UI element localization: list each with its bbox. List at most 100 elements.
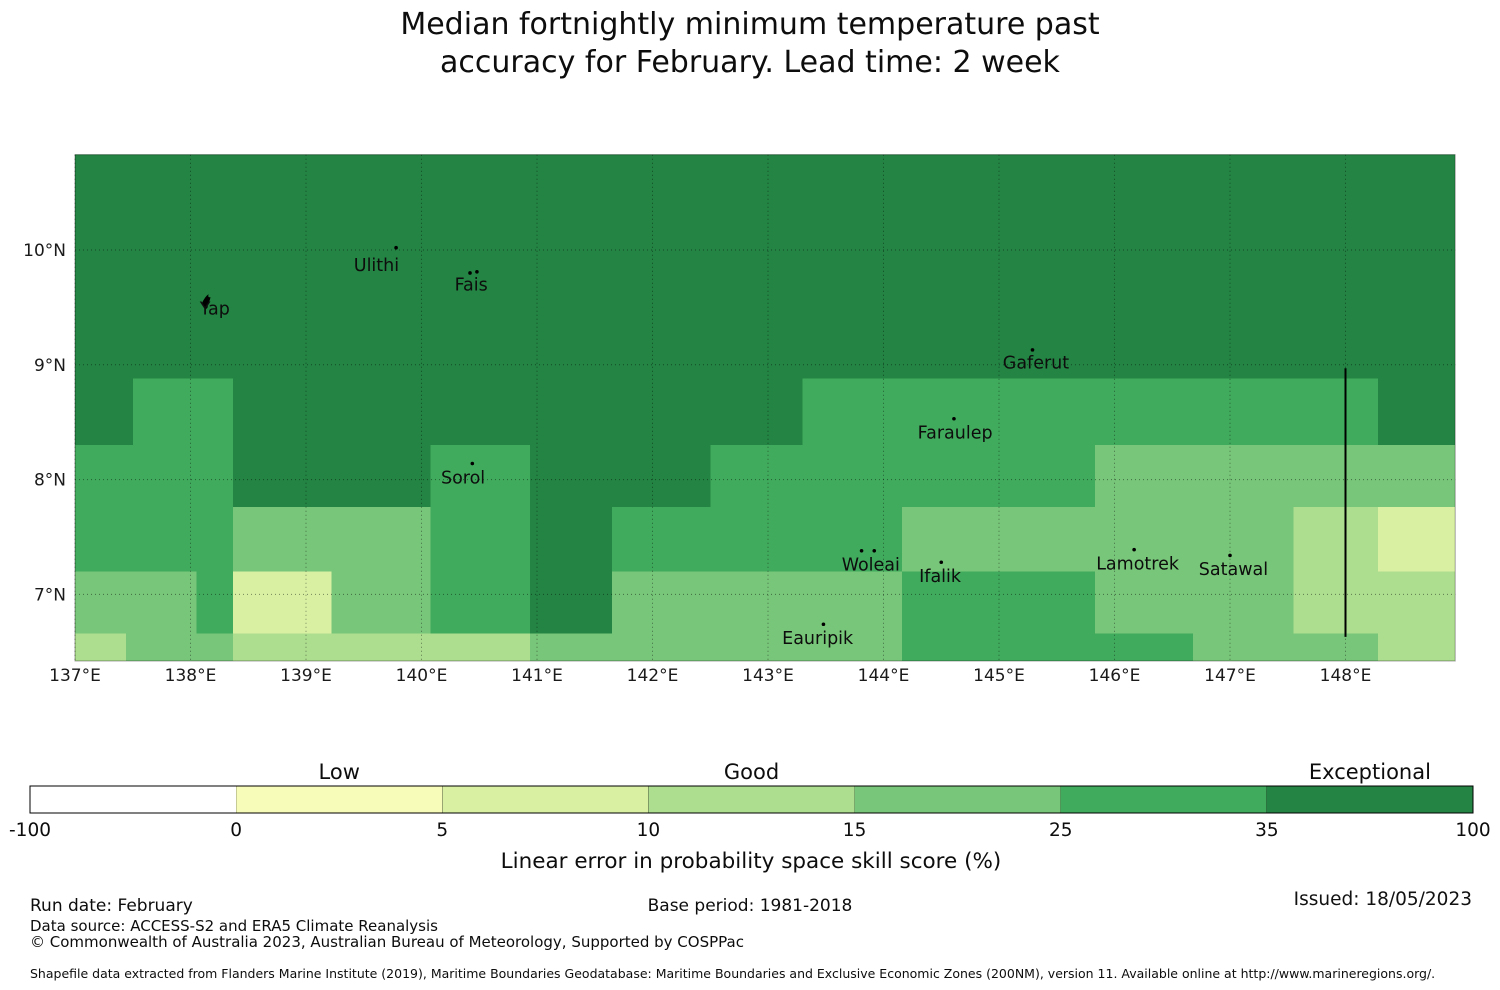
place-label: Ifalik: [919, 567, 962, 587]
graticule-layer: [74, 154, 1456, 661]
map-cell: [1293, 571, 1456, 634]
x-axis-tick-label: 141°E: [511, 666, 563, 686]
map-cell: [530, 507, 613, 572]
map-cell: [75, 507, 234, 572]
map-cell: [75, 633, 126, 661]
map-cell: [1094, 571, 1294, 634]
colorbar-segment: [648, 785, 855, 814]
map-cell: [612, 507, 902, 572]
y-axis-tick-label: 7°N: [34, 585, 66, 605]
island-dot-marker: [821, 622, 826, 627]
y-axis-tick-label: 9°N: [34, 356, 66, 376]
y-axis-tick-label: 10°N: [23, 241, 66, 261]
colorbar-tick-label: 25: [1049, 820, 1073, 841]
colorbar-section-label: Good: [724, 760, 779, 784]
x-axis-tick-label: 137°E: [49, 666, 101, 686]
chart-title-line-2: accuracy for February. Lead time: 2 week: [440, 45, 1060, 80]
chart-title-line-1: Median fortnightly minimum temperature p…: [400, 7, 1100, 42]
island-dot-marker: [468, 271, 472, 275]
place-lamotrek: Lamotrek: [1096, 547, 1180, 574]
colorbar-tick-label: 15: [843, 820, 867, 841]
place-label: Fais: [455, 275, 488, 295]
colorbar-segment: [854, 785, 1062, 814]
colorbar-segment: [235, 785, 443, 814]
island-dot-marker: [939, 560, 944, 565]
place-sorol: Sorol: [441, 461, 485, 488]
colorbar-segment: [1266, 785, 1474, 814]
place-satawal: Satawal: [1199, 553, 1268, 580]
map-cell: [75, 571, 197, 634]
island-dot-marker: [872, 548, 877, 553]
map-cell: [331, 571, 431, 634]
place-label: Satawal: [1199, 560, 1268, 580]
x-axis-tick-label: 140°E: [396, 666, 448, 686]
place-eauripik: Eauripik: [782, 622, 854, 649]
map-cell: [1293, 507, 1378, 572]
map-cell: [233, 378, 803, 446]
colorbar-tick-label: 0: [230, 820, 242, 841]
map-cell: [233, 507, 431, 572]
map-cell: [233, 445, 431, 508]
map-cell: [233, 571, 332, 634]
place-label: Yap: [199, 300, 230, 320]
place-ifalik: Ifalik: [919, 560, 962, 587]
colorbar-tick-label: 100: [1455, 820, 1490, 841]
map-cell: [901, 507, 1294, 572]
copyright-label: © Commonwealth of Australia 2023, Austra…: [30, 933, 744, 951]
map-cell: [802, 378, 1378, 446]
map-cell: [430, 507, 531, 572]
colorbar-segment: [1060, 785, 1268, 814]
island-dot-marker: [470, 461, 475, 466]
island-dot-marker: [475, 270, 479, 274]
island-dot-marker: [1030, 348, 1035, 352]
place-yap: Yap: [199, 294, 230, 320]
map-cell: [430, 445, 531, 508]
colorbar-section-label: Low: [319, 760, 360, 784]
map-cell: [612, 571, 902, 634]
colorbar-tick-label: 10: [637, 820, 661, 841]
map-cell: [530, 445, 711, 508]
x-axis-tick-label: 138°E: [165, 666, 217, 686]
x-axis-tick-label: 145°E: [973, 666, 1025, 686]
map-cell: [901, 633, 1194, 661]
colorbar-tick-label: -100: [9, 820, 51, 841]
map-cell: [1377, 378, 1456, 446]
map-cell: [233, 633, 531, 661]
x-axis-tick-label: 142°E: [627, 666, 679, 686]
map-cell: [530, 571, 613, 634]
data-source-label: Data source: ACCESS-S2 and ERA5 Climate …: [30, 917, 438, 935]
island-dot-marker: [394, 245, 398, 250]
map-cell: [1193, 633, 1378, 661]
place-label-layer: Ulithi Fais Yap Gaferut Faraulep Sorol Woleai I…: [199, 245, 1268, 649]
map-cell: [132, 378, 234, 446]
axis-label-layer: 137°E 138°E 139°E 140°E 141°E 142°E 143°E 144°E…: [23, 241, 1371, 686]
place-gaferut: Gaferut: [1003, 348, 1069, 374]
x-axis-tick-label: 144°E: [858, 666, 910, 686]
place-label: Faraulep: [918, 424, 993, 444]
place-label: Woleai: [842, 556, 900, 576]
place-label: Eauripik: [782, 629, 854, 649]
island-dot-marker: [1132, 547, 1136, 552]
colorbar-tick-label: 5: [436, 820, 448, 841]
x-axis-tick-label: 139°E: [280, 666, 332, 686]
place-woleai: Woleai: [842, 548, 900, 576]
x-axis-tick-label: 143°E: [742, 666, 794, 686]
place-label: Lamotrek: [1096, 554, 1180, 574]
x-axis-tick-label: 146°E: [1089, 666, 1141, 686]
place-faraulep: Faraulep: [918, 416, 993, 444]
map-cell: [530, 633, 902, 661]
colorbar-segment: [441, 785, 649, 814]
island-dot-marker: [952, 416, 956, 421]
map-cell: [75, 445, 234, 508]
map-frame: [74, 154, 1456, 662]
x-axis-tick-label: 148°E: [1320, 666, 1372, 686]
map-cell: [1377, 633, 1456, 661]
map-cell: [430, 571, 531, 634]
place-fais: Fais: [455, 270, 488, 295]
issued-date-label: Issued: 18/05/2023: [1293, 889, 1472, 910]
colorbar-axis-label: Linear error in probability space skill …: [501, 849, 1002, 874]
map-cell: [75, 378, 133, 446]
place-label: Gaferut: [1003, 354, 1069, 374]
